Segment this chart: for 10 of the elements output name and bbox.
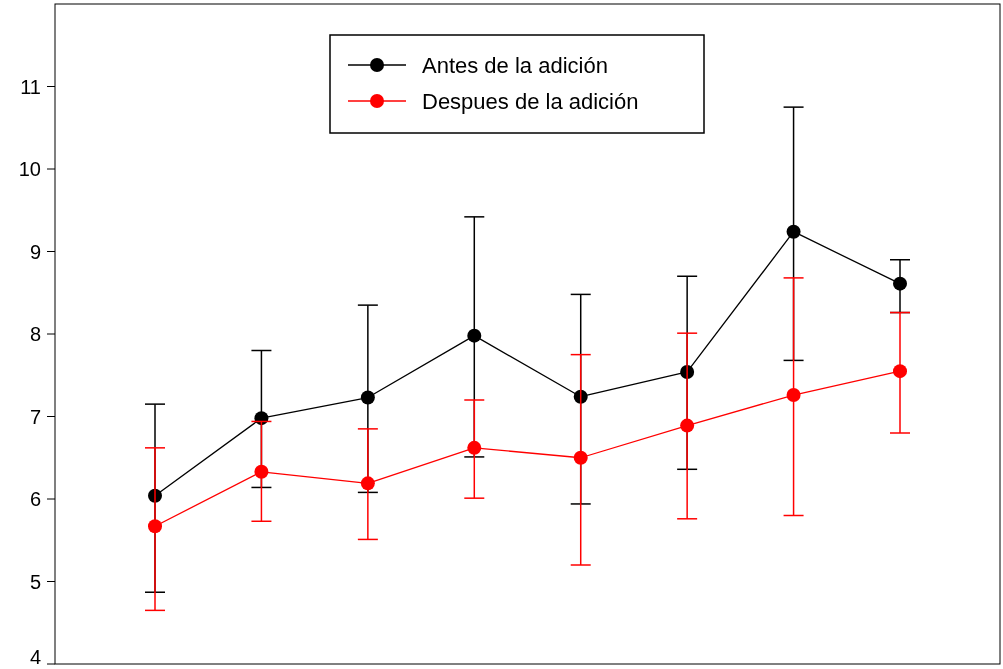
y-tick-label: 10 <box>18 158 41 180</box>
legend-label: Antes de la adición <box>422 52 608 78</box>
y-tick-label: 9 <box>29 240 41 263</box>
y-tick-label: 7 <box>29 405 41 428</box>
y-tick-label: 8 <box>29 323 41 345</box>
y-tick-label: 11 <box>20 75 41 98</box>
y-tick-label: 4 <box>29 646 41 668</box>
y-tick-label: 6 <box>29 488 41 510</box>
y-tick-label: 5 <box>29 570 41 593</box>
legend-label: Despues de la adición <box>422 88 639 114</box>
